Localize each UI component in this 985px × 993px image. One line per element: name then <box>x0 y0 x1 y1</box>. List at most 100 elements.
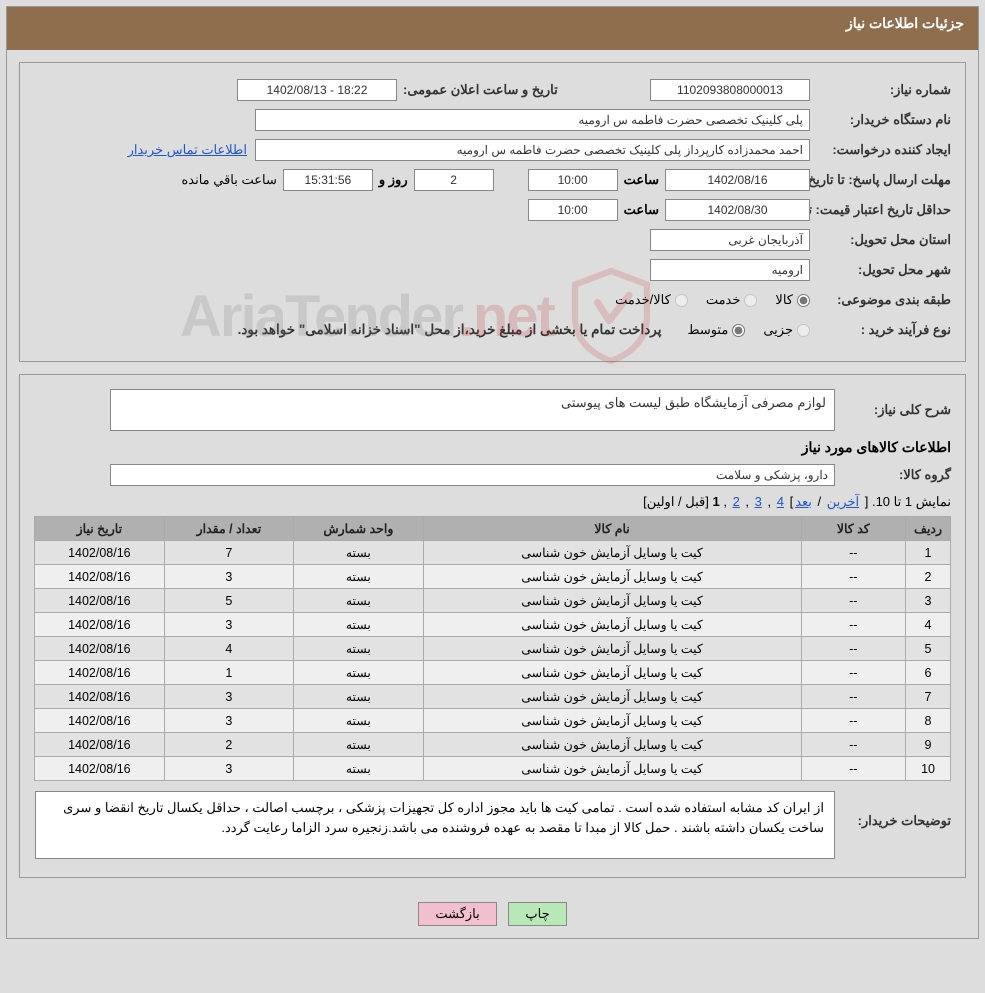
contact-buyer-link[interactable]: اطلاعات تماس خریدار <box>128 142 247 158</box>
pager-next[interactable]: بعد <box>795 494 812 509</box>
proc-minor-radio[interactable] <box>797 324 810 337</box>
cell-date: 1402/08/16 <box>35 733 165 757</box>
need-no-value: 1102093808000013 <box>650 79 810 101</box>
cell-qty: 3 <box>164 613 293 637</box>
announce-value: 18:22 - 1402/08/13 <box>237 79 397 101</box>
cell-qty: 4 <box>164 637 293 661</box>
remaining-label: ساعت باقي مانده <box>181 172 276 188</box>
table-row: 7--کیت یا وسایل آزمایش خون شناسیبسته3140… <box>35 685 951 709</box>
cell-unit: بسته <box>294 757 424 781</box>
hour-label-1: ساعت <box>624 172 659 188</box>
cell-qty: 7 <box>164 541 293 565</box>
cell-qty: 3 <box>164 709 293 733</box>
city-value: ارومیه <box>650 259 810 281</box>
province-value: آذربایجان غربی <box>650 229 810 251</box>
class-both-label: کالا/خدمت <box>615 292 671 308</box>
group-value: دارو، پزشکی و سلامت <box>110 464 835 486</box>
cell-code: -- <box>801 685 906 709</box>
city-label: شهر محل تحویل: <box>816 262 951 278</box>
items-table: ردیف کد کالا نام کالا واحد شمارش تعداد /… <box>34 516 951 781</box>
cell-qty: 3 <box>164 685 293 709</box>
cell-idx: 8 <box>906 709 951 733</box>
pager-prev: قبل <box>685 494 705 509</box>
class-both-radio[interactable] <box>675 294 688 307</box>
general-desc-label: شرح کلی نیاز: <box>841 402 951 418</box>
buyer-note-text: از ایران کد مشابه استفاده شده است . تمام… <box>35 791 835 859</box>
table-row: 9--کیت یا وسایل آزمایش خون شناسیبسته2140… <box>35 733 951 757</box>
class-service-radio[interactable] <box>744 294 757 307</box>
cell-code: -- <box>801 637 906 661</box>
proc-medium-label: متوسط <box>687 322 728 338</box>
pager: نمایش 1 تا 10. [ آخرین / بعد] 4 , 3 , 2 … <box>34 494 951 510</box>
info-panel: شماره نیاز: 1102093808000013 تاریخ و ساع… <box>19 62 966 362</box>
cell-code: -- <box>801 613 906 637</box>
cell-date: 1402/08/16 <box>35 541 165 565</box>
th-idx: ردیف <box>906 517 951 541</box>
cell-name: کیت یا وسایل آزمایش خون شناسی <box>423 661 801 685</box>
class-goods-radio[interactable] <box>797 294 810 307</box>
cell-idx: 1 <box>906 541 951 565</box>
buyer-org-label: نام دستگاه خریدار: <box>816 112 951 128</box>
cell-idx: 10 <box>906 757 951 781</box>
cell-code: -- <box>801 589 906 613</box>
hour-label-2: ساعت <box>624 202 659 218</box>
cell-name: کیت یا وسایل آزمایش خون شناسی <box>423 565 801 589</box>
page-frame: جزئیات اطلاعات نیاز شماره نیاز: 11020938… <box>6 6 979 939</box>
cell-qty: 3 <box>164 565 293 589</box>
table-row: 8--کیت یا وسایل آزمایش خون شناسیبسته3140… <box>35 709 951 733</box>
requester-label: ایجاد کننده درخواست: <box>816 142 951 158</box>
print-button[interactable]: چاپ <box>508 902 566 926</box>
th-name: نام کالا <box>423 517 801 541</box>
cell-unit: بسته <box>294 661 424 685</box>
cell-unit: بسته <box>294 613 424 637</box>
table-row: 3--کیت یا وسایل آزمایش خون شناسیبسته5140… <box>35 589 951 613</box>
cell-unit: بسته <box>294 565 424 589</box>
cell-unit: بسته <box>294 709 424 733</box>
proc-minor-label: جزیی <box>763 322 793 338</box>
general-desc-text: لوازم مصرفی آزمایشگاه طبق لیست های پیوست… <box>110 389 835 431</box>
cell-unit: بسته <box>294 541 424 565</box>
cell-name: کیت یا وسایل آزمایش خون شناسی <box>423 709 801 733</box>
table-row: 5--کیت یا وسایل آزمایش خون شناسیبسته4140… <box>35 637 951 661</box>
cell-name: کیت یا وسایل آزمایش خون شناسی <box>423 613 801 637</box>
cell-name: کیت یا وسایل آزمایش خون شناسی <box>423 733 801 757</box>
cell-unit: بسته <box>294 733 424 757</box>
validity-date: 1402/08/30 <box>665 199 810 221</box>
pager-p1: 1 <box>713 494 720 509</box>
province-label: استان محل تحویل: <box>816 232 951 248</box>
pager-p2[interactable]: 2 <box>733 494 740 509</box>
items-panel: شرح کلی نیاز: لوازم مصرفی آزمایشگاه طبق … <box>19 374 966 878</box>
th-code: کد کالا <box>801 517 906 541</box>
cell-date: 1402/08/16 <box>35 709 165 733</box>
cell-code: -- <box>801 541 906 565</box>
table-row: 6--کیت یا وسایل آزمایش خون شناسیبسته1140… <box>35 661 951 685</box>
cell-name: کیت یا وسایل آزمایش خون شناسی <box>423 757 801 781</box>
proc-medium-radio[interactable] <box>732 324 745 337</box>
cell-idx: 2 <box>906 565 951 589</box>
cell-name: کیت یا وسایل آزمایش خون شناسی <box>423 541 801 565</box>
countdown: 15:31:56 <box>283 169 373 191</box>
cell-date: 1402/08/16 <box>35 685 165 709</box>
deadline-date: 1402/08/16 <box>665 169 810 191</box>
pager-prefix: نمایش 1 تا 10. <box>868 494 951 509</box>
cell-name: کیت یا وسایل آزمایش خون شناسی <box>423 685 801 709</box>
cell-date: 1402/08/16 <box>35 757 165 781</box>
back-button[interactable]: بازگشت <box>418 902 496 926</box>
proc-type-label: نوع فرآیند خرید : <box>816 322 951 338</box>
pager-last[interactable]: آخرین <box>827 494 859 509</box>
buyer-note-label: توضیحات خریدار: <box>841 791 951 829</box>
cell-date: 1402/08/16 <box>35 589 165 613</box>
cell-idx: 9 <box>906 733 951 757</box>
cell-date: 1402/08/16 <box>35 637 165 661</box>
cell-date: 1402/08/16 <box>35 565 165 589</box>
cell-qty: 5 <box>164 589 293 613</box>
deadline-label: مهلت ارسال پاسخ: تا تاریخ: <box>816 172 951 188</box>
pager-p3[interactable]: 3 <box>755 494 762 509</box>
deadline-hour: 10:00 <box>528 169 618 191</box>
cell-unit: بسته <box>294 589 424 613</box>
cell-qty: 1 <box>164 661 293 685</box>
cell-idx: 7 <box>906 685 951 709</box>
pager-p4[interactable]: 4 <box>777 494 784 509</box>
cell-code: -- <box>801 733 906 757</box>
days-remaining: 2 <box>414 169 494 191</box>
